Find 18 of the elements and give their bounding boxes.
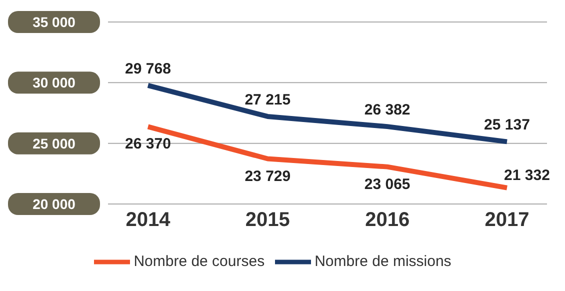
x-tick-label: 2015: [245, 209, 290, 232]
y-tick-label: 35 000: [32, 14, 76, 30]
x-tick-label: 2014: [126, 209, 172, 232]
legend-label: Nombre de missions: [314, 252, 452, 270]
data-label: 26 382: [364, 102, 410, 119]
data-label: 27 215: [244, 91, 291, 108]
legend-label: Nombre de courses: [134, 252, 265, 270]
data-label: 23 065: [364, 176, 410, 193]
y-tick-label: 30 000: [32, 74, 76, 91]
data-label: 23 729: [244, 168, 291, 185]
data-label: 29 768: [125, 60, 171, 78]
y-tick-label: 25 000: [32, 135, 76, 152]
data-label: 26 370: [125, 136, 171, 153]
y-tick-label: 20 000: [32, 196, 76, 212]
x-tick-label: 2016: [365, 209, 410, 232]
data-label: 21 332: [504, 166, 550, 184]
data-label: 25 137: [484, 116, 530, 134]
x-tick-label: 2017: [484, 209, 530, 232]
